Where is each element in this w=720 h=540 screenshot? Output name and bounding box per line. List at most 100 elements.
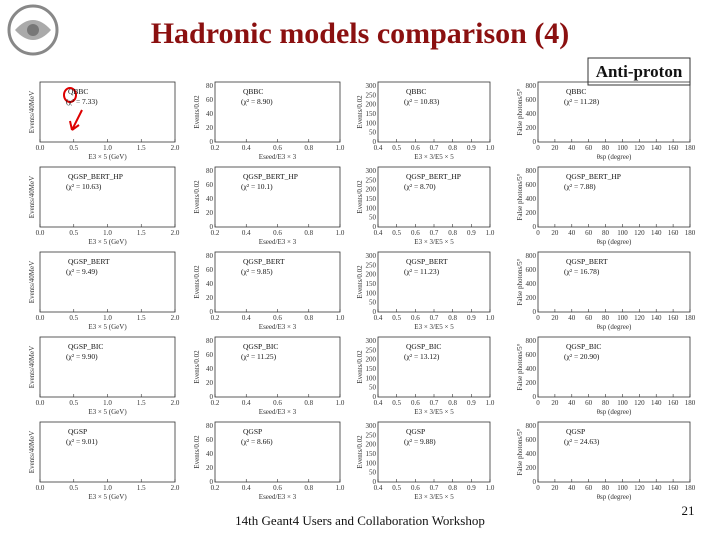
model-label: QGSP_BERT_HP	[68, 172, 123, 181]
x-tick-label: 60	[585, 399, 593, 407]
x-tick-label: 0.4	[242, 144, 251, 152]
x-tick-label: 0.4	[242, 314, 251, 322]
y-tick-label: 0	[373, 308, 377, 316]
x-tick-label: 1.5	[137, 229, 146, 237]
x-tick-label: 40	[568, 144, 576, 152]
x-axis-label: E3 × 5 (GeV)	[88, 323, 127, 331]
x-tick-label: 100	[617, 229, 628, 237]
x-tick-label: 0.9	[467, 144, 476, 152]
y-tick-label: 0	[373, 478, 377, 486]
x-tick-label: 0.0	[36, 144, 45, 152]
y-tick-label: 60	[206, 351, 214, 359]
y-tick-label: 0	[533, 138, 537, 146]
y-tick-label: 800	[526, 337, 537, 345]
x-tick-label: 20	[551, 399, 559, 407]
x-tick-label: 0.5	[69, 399, 78, 407]
y-tick-label: 300	[366, 422, 377, 430]
x-tick-label: 0.4	[374, 484, 383, 492]
footer-text: 14th Geant4 Users and Collaboration Work…	[235, 513, 485, 528]
plot-frame	[537, 81, 691, 143]
x-tick-label: 0	[536, 484, 540, 492]
x-tick-label: 0	[536, 144, 540, 152]
x-axis-label: E3 × 3/E5 × 5	[414, 408, 454, 416]
y-tick-label: 200	[526, 379, 537, 387]
x-tick-label: 80	[602, 484, 610, 492]
x-tick-label: 2.0	[171, 314, 180, 322]
x-axis-label: θsp (degree)	[597, 153, 632, 161]
x-tick-label: 140	[651, 399, 662, 407]
chi2-label: (χ² = 13.12)	[404, 352, 440, 361]
x-tick-label: 0.4	[374, 399, 383, 407]
x-tick-label: 0.7	[430, 399, 439, 407]
model-label: QBBC	[406, 87, 426, 96]
x-axis-label: θsp (degree)	[597, 323, 632, 331]
y-axis-label: False photons/5°	[516, 173, 524, 220]
x-tick-label: 80	[602, 229, 610, 237]
x-tick-label: 0.2	[211, 399, 220, 407]
y-tick-label: 60	[206, 96, 214, 104]
chi2-label: (χ² = 10.83)	[404, 97, 440, 106]
x-tick-label: 60	[585, 229, 593, 237]
model-label: QGSP_BERT_HP	[566, 172, 621, 181]
x-tick-label: 60	[585, 144, 593, 152]
x-tick-label: 0.5	[69, 229, 78, 237]
y-tick-label: 40	[206, 365, 214, 373]
y-tick-label: 400	[526, 280, 537, 288]
chi2-label: (χ² = 11.23)	[404, 267, 440, 276]
model-label: QGSP_BERT	[243, 257, 285, 266]
y-tick-label: 40	[206, 195, 214, 203]
plot-frame	[537, 336, 691, 398]
y-tick-label: 300	[366, 167, 377, 175]
y-tick-label: 60	[206, 181, 214, 189]
x-tick-label: 20	[551, 314, 559, 322]
x-axis-label: E3 × 5 (GeV)	[88, 238, 127, 246]
x-tick-label: 100	[617, 399, 628, 407]
x-tick-label: 140	[651, 144, 662, 152]
x-tick-label: 0.5	[392, 229, 401, 237]
x-axis-label: θsp (degree)	[597, 238, 632, 246]
y-tick-label: 20	[206, 209, 214, 217]
plot-frame	[537, 166, 691, 228]
model-label: QGSP_BIC	[243, 342, 278, 351]
y-tick-label: 600	[526, 96, 537, 104]
x-tick-label: 1.0	[336, 229, 345, 237]
x-tick-label: 0.7	[430, 484, 439, 492]
y-tick-label: 0	[373, 393, 377, 401]
logo	[7, 4, 59, 56]
x-axis-label: Eseed/E3 × 3	[259, 153, 297, 161]
y-tick-label: 600	[526, 351, 537, 359]
x-tick-label: 100	[617, 144, 628, 152]
y-tick-label: 150	[366, 195, 377, 203]
y-tick-label: 50	[369, 384, 377, 392]
model-label: QBBC	[566, 87, 586, 96]
y-tick-label: 250	[366, 91, 377, 99]
model-label: QGSP_BERT_HP	[406, 172, 461, 181]
x-tick-label: 0.8	[448, 229, 457, 237]
chi2-label: (χ² = 10.1)	[241, 182, 273, 191]
y-tick-label: 100	[366, 204, 377, 212]
x-tick-label: 0.0	[36, 399, 45, 407]
y-tick-label: 0	[533, 478, 537, 486]
x-tick-label: 0.6	[411, 399, 420, 407]
x-axis-label: E3 × 5 (GeV)	[88, 408, 127, 416]
x-axis-label: Eseed/E3 × 3	[259, 493, 297, 501]
x-tick-label: 160	[668, 314, 679, 322]
y-axis-label: False photons/5°	[516, 88, 524, 135]
y-tick-label: 250	[366, 176, 377, 184]
x-tick-label: 180	[685, 399, 696, 407]
y-axis-label: Events/0.02	[356, 350, 364, 384]
y-axis-label: Events/0.02	[193, 350, 201, 384]
y-tick-label: 200	[366, 441, 377, 449]
x-tick-label: 1.5	[137, 399, 146, 407]
y-tick-label: 50	[369, 129, 377, 137]
x-tick-label: 0.9	[467, 229, 476, 237]
model-label: QBBC	[68, 87, 88, 96]
y-tick-label: 150	[366, 450, 377, 458]
chi2-label: (χ² = 11.28)	[564, 97, 600, 106]
x-tick-label: 0.6	[411, 144, 420, 152]
x-tick-label: 1.0	[486, 484, 495, 492]
x-tick-label: 120	[634, 484, 645, 492]
chi2-label: (χ² = 9.01)	[66, 437, 98, 446]
y-tick-label: 20	[206, 294, 214, 302]
